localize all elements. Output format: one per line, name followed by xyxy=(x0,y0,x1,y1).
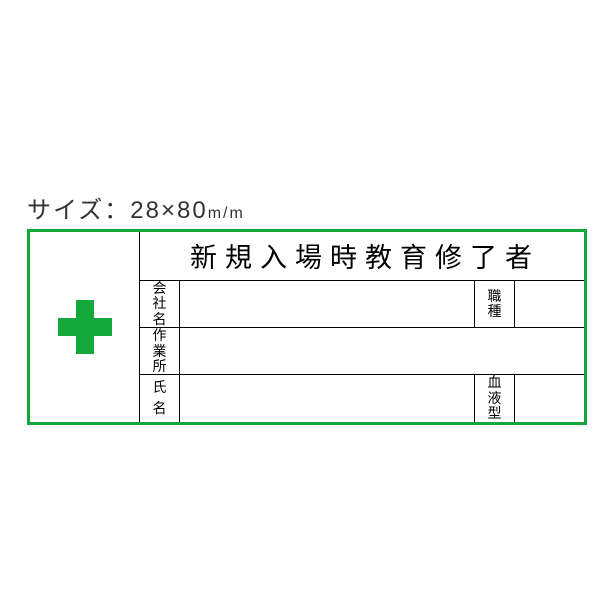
size-label: サイズ：28×80m/m xyxy=(27,190,587,225)
label-blood-type: 血液型 xyxy=(474,375,514,421)
cross-area xyxy=(30,232,140,422)
green-cross-icon xyxy=(58,300,112,354)
label-worksite: 作業所 xyxy=(140,328,180,374)
row-company-job: 会社名 職種 xyxy=(140,281,584,328)
value-name xyxy=(180,375,474,421)
row-name-blood: 氏 名 血液型 xyxy=(140,375,584,421)
label-name: 氏 名 xyxy=(140,375,180,421)
row-worksite: 作業所 xyxy=(140,328,584,375)
value-company xyxy=(180,281,474,327)
value-worksite xyxy=(180,328,584,374)
value-blood-type xyxy=(514,375,584,421)
card-title: 新規入場時教育修了者 xyxy=(140,232,584,281)
size-unit: m/m xyxy=(208,205,245,222)
label-company: 会社名 xyxy=(140,281,180,327)
label-job-type: 職種 xyxy=(474,281,514,327)
info-table: 新規入場時教育修了者 会社名 職種 作業所 氏 xyxy=(140,232,584,422)
value-job-type xyxy=(514,281,584,327)
id-card: 新規入場時教育修了者 会社名 職種 作業所 氏 xyxy=(27,229,587,425)
size-text: サイズ：28×80 xyxy=(27,197,208,224)
